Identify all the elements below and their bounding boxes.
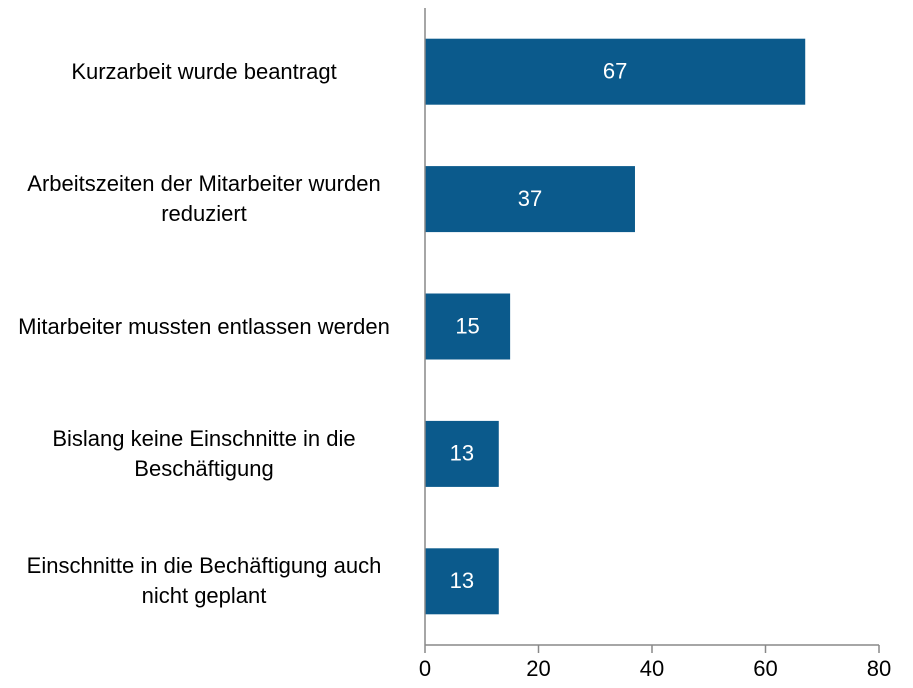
bar: [425, 166, 635, 233]
data-label: 67: [603, 59, 627, 84]
x-tick-label: 0: [419, 656, 431, 681]
category-label: Mitarbeiter mussten entlassen werden: [18, 313, 390, 339]
data-label: 13: [450, 568, 474, 593]
category-label: Arbeitszeiten der Mitarbeiter wurden red…: [27, 171, 381, 227]
bar: [425, 548, 499, 615]
x-tick-label: 40: [640, 656, 664, 681]
data-label: 37: [518, 186, 542, 211]
bar: [425, 38, 806, 105]
bar: [425, 293, 511, 360]
category-label: Bislang keine Einschnitte in die Beschäf…: [52, 425, 356, 481]
category-label: Einschnitte in die Bechäftigung auch nic…: [26, 553, 382, 609]
data-label: 15: [455, 313, 479, 338]
x-tick-label: 80: [867, 656, 891, 681]
data-label: 13: [450, 441, 474, 466]
bar: [425, 420, 499, 487]
category-label: Kurzarbeit wurde beantragt: [71, 58, 337, 84]
x-tick-label: 60: [753, 656, 777, 681]
x-tick-label: 20: [526, 656, 550, 681]
